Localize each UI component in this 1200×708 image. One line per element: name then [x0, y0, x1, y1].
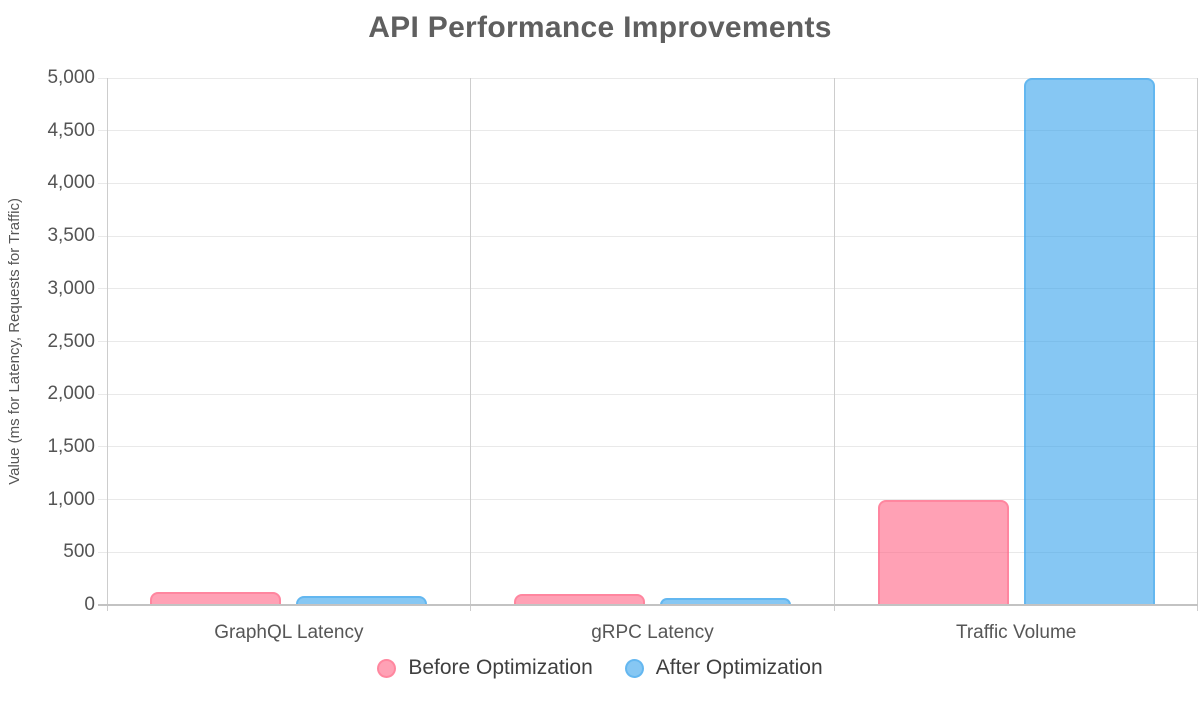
h-gridline: [98, 446, 1198, 448]
bar-after-optimization-graphql-latency[interactable]: [296, 596, 428, 605]
h-gridline: [98, 130, 1198, 132]
legend-item-before-optimization[interactable]: Before Optimization: [377, 656, 593, 680]
x-axis-label-graphql-latency: GraphQL Latency: [214, 622, 364, 643]
h-gridline: [98, 393, 1198, 395]
legend-label: Before Optimization: [408, 656, 593, 679]
h-gridline: [98, 77, 1198, 79]
bar-before-optimization-grpc-latency[interactable]: [514, 594, 645, 605]
v-gridline: [470, 78, 472, 611]
legend-marker-icon: [624, 658, 644, 678]
h-gridline: [98, 341, 1198, 342]
legend-label: After Optimization: [655, 656, 823, 679]
bar-after-optimization-grpc-latency[interactable]: [660, 598, 791, 605]
y-tick-label: 3,000: [47, 277, 95, 299]
h-gridline: [98, 235, 1198, 237]
v-gridline: [106, 78, 108, 611]
y-tick-label: 4,500: [47, 119, 95, 141]
y-tick-label: 5,000: [47, 67, 95, 88]
bar-before-optimization-traffic-volume[interactable]: [877, 500, 1009, 605]
legend: Before Optimization After Optimization: [0, 656, 1200, 680]
bar-before-optimization-graphql-latency[interactable]: [150, 592, 282, 605]
legend-item-after-optimization[interactable]: After Optimization: [624, 656, 823, 680]
h-gridline: [98, 499, 1198, 501]
y-tick-label: 0: [84, 594, 95, 615]
v-gridline: [1196, 78, 1198, 611]
h-gridline: [98, 182, 1198, 184]
h-gridline: [98, 551, 1198, 553]
plot-area: [98, 77, 1198, 611]
chart-title: API Performance Improvements: [368, 11, 832, 44]
x-axis-line: [98, 604, 1198, 606]
x-axis-label-grpc-latency: gRPC Latency: [591, 622, 714, 643]
legend-marker-icon: [377, 658, 397, 678]
y-tick-label: 2,500: [47, 330, 95, 352]
x-axis-label-traffic-volume: Traffic Volume: [955, 622, 1077, 643]
x-axis-labels: GraphQL Latency gRPC Latency Traffic Volum…: [107, 622, 1198, 648]
y-tick-label: 2,000: [47, 383, 95, 405]
h-gridline: [98, 288, 1198, 290]
y-tick-label: 4,000: [47, 172, 95, 194]
y-tick-label: 1,500: [47, 435, 95, 457]
y-tick-label: 1,000: [47, 488, 95, 510]
y-tick-label: 500: [63, 541, 95, 563]
y-axis-ticks: 0 500 1,000 1,500 2,000 2,500 3,000 3,500 4,000 4…: [0, 67, 95, 615]
bar-after-optimization-traffic-volume[interactable]: [1023, 78, 1155, 605]
v-gridline: [833, 78, 835, 611]
y-tick-label: 3,500: [47, 225, 95, 247]
